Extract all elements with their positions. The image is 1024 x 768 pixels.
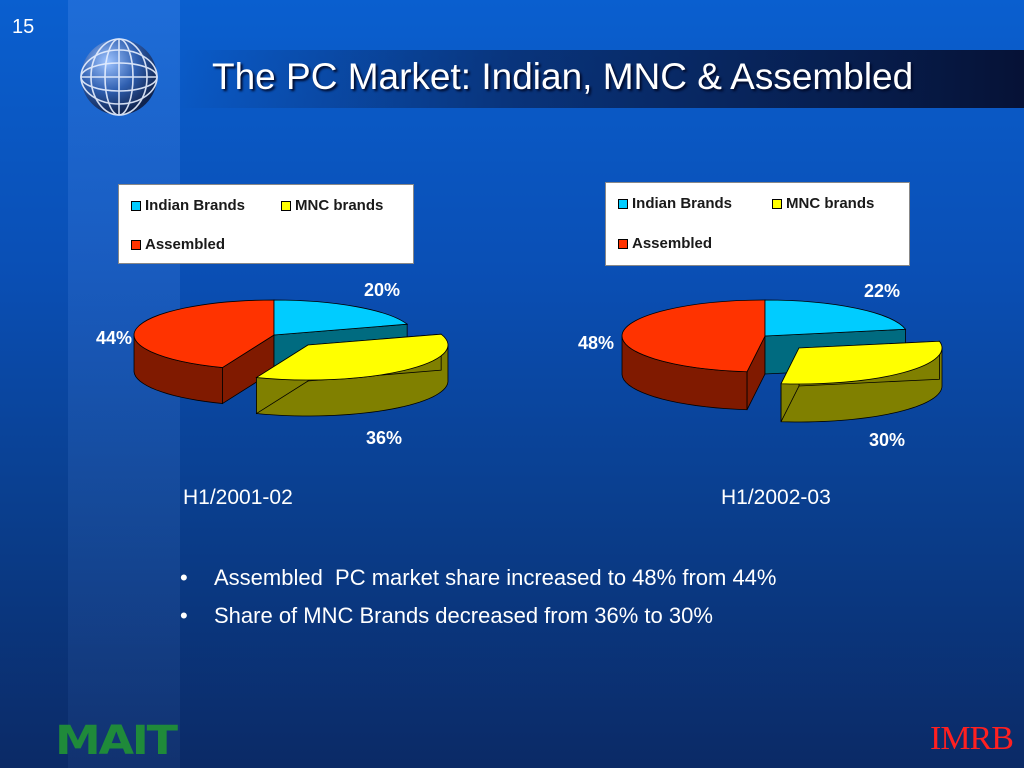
legend-chart-1: Indian Brands MNC brands Assembled [118, 184, 414, 264]
page-title: The PC Market: Indian, MNC & Assembled [212, 56, 914, 97]
data-label-mnc-1: 36% [366, 428, 403, 448]
bullet-list: • Assembled PC market share increased to … [180, 565, 776, 641]
swatch-assembled [618, 238, 628, 249]
pie-slice-mnc-2 [780, 340, 943, 423]
swatch-mnc [281, 200, 291, 211]
mait-logo: MAIT [55, 718, 178, 764]
data-label-indian-2: 22% [864, 281, 901, 301]
legend-item-indian: Indian Brands [618, 195, 732, 212]
pie-slice-assembled-1 [133, 299, 275, 405]
legend-chart-2: Indian Brands MNC brands Assembled [605, 182, 910, 266]
data-label-assembled-2: 48% [578, 333, 615, 353]
swatch-indian [131, 200, 141, 211]
chart-2-period-label: H1/2002-03 [721, 486, 831, 509]
legend-item-indian: Indian Brands [131, 197, 245, 214]
data-label-assembled-1: 44% [96, 328, 133, 348]
pie-slice-mnc-1 [255, 333, 449, 417]
swatch-indian [618, 198, 628, 209]
bullet-item: • Share of MNC Brands decreased from 36% … [180, 603, 713, 628]
title-bar [175, 50, 1024, 108]
legend-item-assembled: Assembled [131, 236, 225, 253]
bullet-item: • Assembled PC market share increased to … [180, 565, 777, 590]
data-label-mnc-2: 30% [869, 430, 906, 450]
slide-number: 15 [12, 16, 35, 38]
data-label-indian-1: 20% [364, 280, 401, 300]
pie-slice-assembled-2 [621, 299, 766, 411]
globe-icon [80, 38, 158, 116]
chart-1-period-label: H1/2001-02 [183, 486, 293, 509]
swatch-mnc [772, 198, 782, 209]
legend-item-mnc: MNC brands [772, 195, 874, 212]
imrb-logo: IMRB [930, 720, 1014, 757]
legend-item-mnc: MNC brands [281, 197, 383, 214]
swatch-assembled [131, 239, 141, 250]
legend-item-assembled: Assembled [618, 235, 712, 252]
